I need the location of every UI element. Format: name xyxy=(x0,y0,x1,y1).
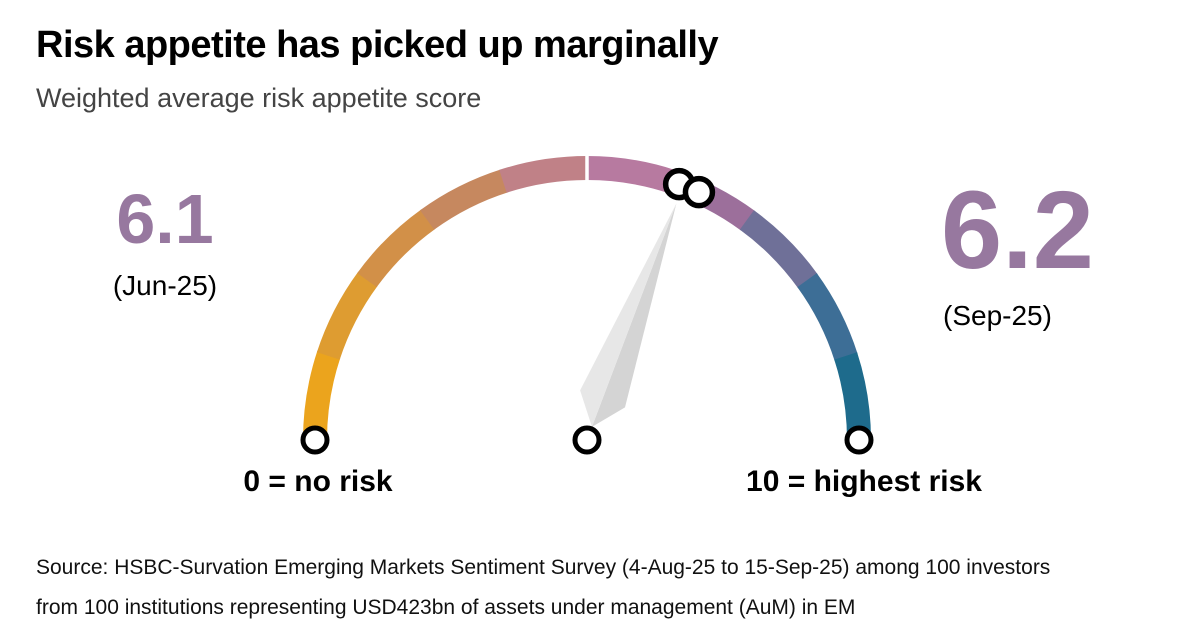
previous-score-period: (Jun-25) xyxy=(112,270,218,301)
previous-score-value: 6.1 xyxy=(116,180,214,258)
current-score-period: (Sep-25) xyxy=(943,300,1052,331)
source-line-2: from 100 institutions representing USD42… xyxy=(36,596,856,619)
gauge-max-label: 10 = highest risk xyxy=(746,465,982,498)
chart-subtitle: Weighted average risk appetite score xyxy=(36,83,482,113)
source-line-1: Source: HSBC-Survation Emerging Markets … xyxy=(36,556,1051,579)
gauge-needle xyxy=(580,203,677,427)
current-score-value: 6.2 xyxy=(941,169,1094,292)
gauge-min-label: 0 = no risk xyxy=(243,465,393,498)
page-title: Risk appetite has picked up marginally xyxy=(36,24,719,66)
source-note: Source: HSBC-Survation Emerging Markets … xyxy=(36,548,1166,628)
